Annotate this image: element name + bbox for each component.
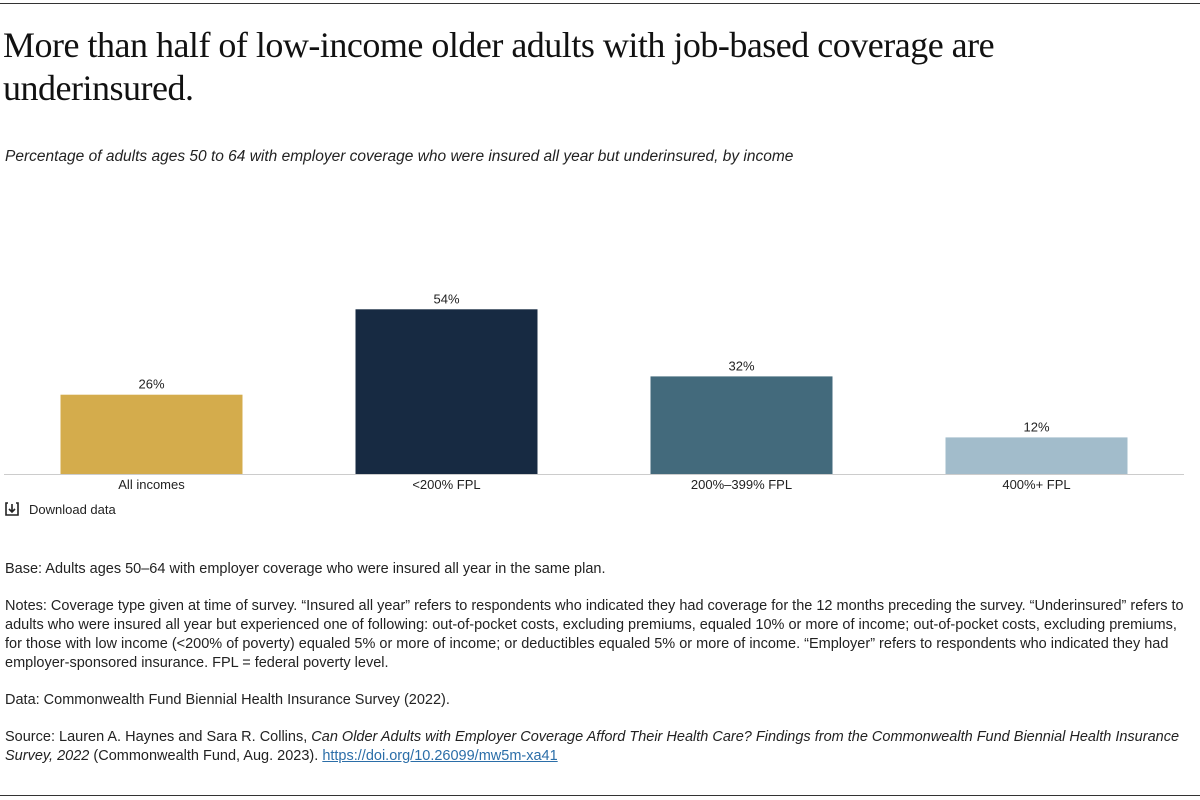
chart-subtitle: Percentage of adults ages 50 to 64 with … <box>5 148 794 165</box>
bar <box>60 394 243 474</box>
chart: 26% All incomes 54% <200% FPL 32% 200%–399% F… <box>4 291 1184 492</box>
value-label: 54% <box>433 291 459 306</box>
bar <box>355 309 538 474</box>
source-link[interactable]: https://doi.org/10.26099/mw5m-xa41 <box>322 748 558 764</box>
source-suffix: (Commonwealth Fund, Aug. 2023). <box>89 748 323 764</box>
bar <box>945 437 1128 474</box>
x-tick-label: <200% FPL <box>412 477 480 492</box>
chart-title: More than half of low-income older adult… <box>3 25 995 108</box>
source-prefix: Source: Lauren A. Haynes and Sara R. Col… <box>5 729 312 745</box>
data-note: Data: Commonwealth Fund Biennial Health … <box>5 692 450 708</box>
footnotes: Base: Adults ages 50–64 with employer co… <box>5 560 1197 784</box>
base-note: Base: Adults ages 50–64 with employer co… <box>5 561 606 577</box>
bottom-rule <box>0 795 1200 796</box>
x-tick-label: All incomes <box>118 477 185 492</box>
x-tick-label: 200%–399% FPL <box>691 477 792 492</box>
value-label: 12% <box>1023 419 1049 434</box>
bar <box>650 376 833 474</box>
value-label: 26% <box>138 377 164 392</box>
value-label: 32% <box>728 358 754 373</box>
download-button[interactable]: Download data <box>4 501 116 517</box>
notes: Notes: Coverage type given at time of su… <box>5 598 1184 671</box>
source-title: Can Older Adults with Employer Coverage … <box>5 729 1180 764</box>
download-label[interactable]: Download data <box>29 501 116 517</box>
x-tick-label: 400%+ FPL <box>1002 477 1070 492</box>
source-note: Source: Lauren A. Haynes and Sara R. Col… <box>5 728 1197 766</box>
top-rule <box>0 3 1200 4</box>
download-icon <box>5 502 19 516</box>
